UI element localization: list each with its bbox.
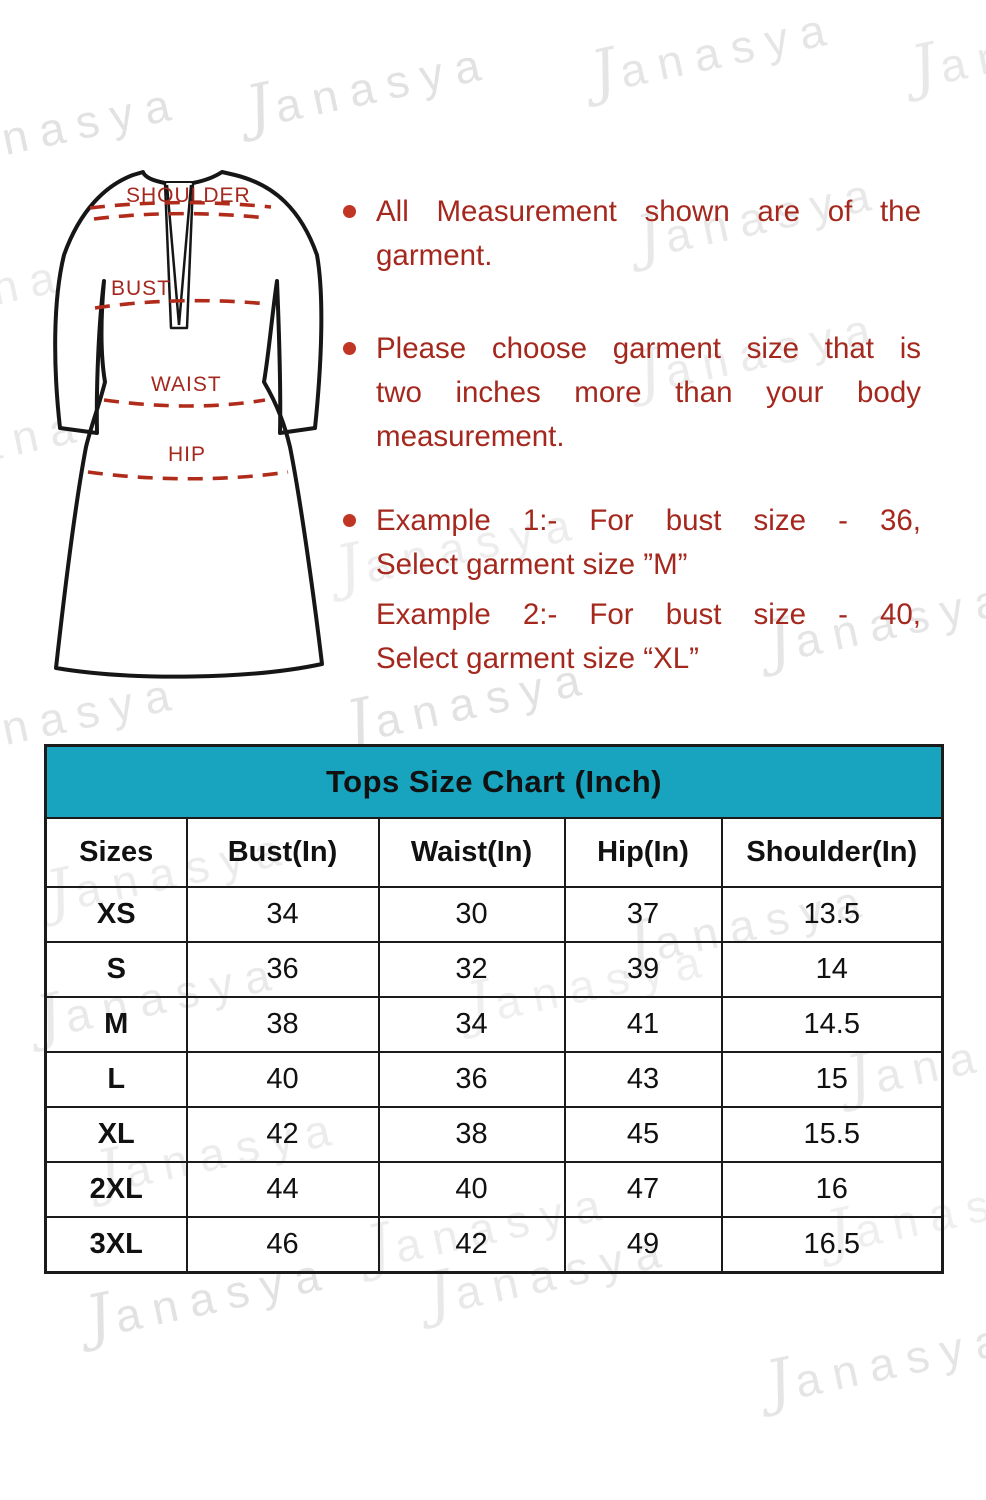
- note-line: Select garment size “XL”: [376, 642, 699, 675]
- bullet-icon: [343, 342, 356, 355]
- measurement-value: 39: [563, 941, 723, 998]
- column-header-waist-in-: Waist(In): [377, 817, 566, 888]
- note-line: Example 2:- For bust size - 40,: [376, 598, 921, 631]
- brand-watermark: Janasya: [240, 36, 497, 144]
- waist-label: WAIST: [151, 373, 222, 396]
- measurement-value: 15.5: [720, 1106, 944, 1163]
- brand-watermark-initial: J: [905, 30, 944, 104]
- measurement-value: 47: [563, 1161, 723, 1218]
- note-line: All Measurement shown are of the: [376, 195, 921, 228]
- size-label: S: [44, 941, 188, 998]
- brand-watermark: Janasya: [585, 1, 842, 109]
- column-header-shoulder-in-: Shoulder(In): [720, 817, 944, 888]
- bullet-icon: [343, 205, 356, 218]
- garment-outline: [53, 170, 324, 679]
- measurement-value: 38: [377, 1106, 566, 1163]
- brand-watermark: Janasya: [905, 0, 986, 104]
- size-row-s: S 36 32 39 14: [44, 941, 944, 998]
- size-row-2xl: 2XL 44 40 47 16: [44, 1161, 944, 1218]
- measurement-value: 42: [377, 1216, 566, 1274]
- measurement-value: 49: [563, 1216, 723, 1274]
- measurement-value: 46: [185, 1216, 380, 1274]
- brand-watermark-initial: J: [240, 70, 279, 144]
- example-1: Example 1:- For bust size - 36, Select g…: [376, 499, 921, 587]
- bust-measure-line: [94, 298, 269, 310]
- size-chart-header-row: Sizes Bust(In) Waist(In) Hip(In) Shoulder(In…: [44, 817, 944, 888]
- size-label: L: [44, 1051, 188, 1108]
- size-row-m: M 38 34 41 14.5: [44, 996, 944, 1053]
- neck-placket: [163, 182, 195, 330]
- measurement-value: 15: [720, 1051, 944, 1108]
- size-chart-table: Tops Size Chart (Inch) Sizes Bust(In) Waist…: [44, 744, 945, 1274]
- measurement-value: 13.5: [720, 886, 944, 943]
- measurement-value: 34: [377, 996, 566, 1053]
- size-label: M: [44, 996, 188, 1053]
- note-measurement: All Measurement shown are of the garment…: [341, 190, 921, 278]
- note-line: Please choose garment size that is: [376, 332, 921, 365]
- measurement-value: 14: [720, 941, 944, 998]
- size-chart-title: Tops Size Chart (Inch): [44, 744, 944, 819]
- column-header-sizes: Sizes: [44, 817, 188, 888]
- brand-watermark-initial: J: [80, 1280, 119, 1354]
- size-row-xs: XS 34 30 37 13.5: [44, 886, 944, 943]
- notes-list: All Measurement shown are of the garment…: [341, 190, 921, 681]
- measurement-value: 42: [185, 1106, 380, 1163]
- measurement-value: 37: [563, 886, 723, 943]
- shoulder-label: SHOULDER: [126, 184, 251, 207]
- garment-diagram: SHOULDER BUST WAIST HIP: [53, 170, 324, 679]
- waist-measure-line: [103, 398, 266, 408]
- measurement-value: 14.5: [720, 996, 944, 1053]
- measure-lines: [87, 200, 289, 481]
- measurement-value: 44: [185, 1161, 380, 1218]
- measurement-value: 36: [185, 941, 380, 998]
- bullet-icon: [343, 514, 356, 527]
- note-line: garment.: [376, 239, 493, 272]
- size-row-xl: XL 42 38 45 15.5: [44, 1106, 944, 1163]
- note-line: Example 1:- For bust size - 36,: [376, 504, 921, 537]
- size-label: XS: [44, 886, 188, 943]
- measurement-value: 34: [185, 886, 380, 943]
- measurement-value: 32: [377, 941, 566, 998]
- size-row-l: L 40 36 43 15: [44, 1051, 944, 1108]
- example-2: Example 2:- For bust size - 40, Select g…: [376, 593, 921, 681]
- size-row-3xl: 3XL 46 42 49 16.5: [44, 1216, 944, 1274]
- shoulder-measure-line2: [93, 211, 268, 221]
- size-label: 2XL: [44, 1161, 188, 1218]
- column-header-bust-in-: Bust(In): [185, 817, 380, 888]
- brand-watermark-initial: J: [760, 1345, 799, 1419]
- measurement-value: 38: [185, 996, 380, 1053]
- note-choose-size: Please choose garment size that is two i…: [341, 327, 921, 459]
- note-examples: Example 1:- For bust size - 36, Select g…: [341, 499, 921, 681]
- measurement-value: 16: [720, 1161, 944, 1218]
- measurement-value: 45: [563, 1106, 723, 1163]
- measurement-value: 30: [377, 886, 566, 943]
- measurement-value: 16.5: [720, 1216, 944, 1274]
- size-chart-title-row: Tops Size Chart (Inch): [44, 744, 944, 819]
- measurement-value: 36: [377, 1051, 566, 1108]
- hip-label: HIP: [168, 443, 206, 466]
- note-line: measurement.: [376, 420, 565, 453]
- measurement-value: 43: [563, 1051, 723, 1108]
- size-label: 3XL: [44, 1216, 188, 1274]
- column-header-hip-in-: Hip(In): [563, 817, 723, 888]
- measurement-value: 40: [377, 1161, 566, 1218]
- hip-measure-line: [87, 470, 289, 481]
- shoulder-measure-line: [89, 200, 272, 210]
- note-line: Select garment size ”M”: [376, 548, 688, 581]
- brand-watermark: Janasya: [760, 1311, 986, 1419]
- bust-label: BUST: [111, 277, 171, 300]
- measurement-value: 41: [563, 996, 723, 1053]
- measurement-value: 40: [185, 1051, 380, 1108]
- size-label: XL: [44, 1106, 188, 1163]
- note-line: two inches more than your body: [376, 376, 921, 409]
- brand-watermark-initial: J: [585, 35, 624, 109]
